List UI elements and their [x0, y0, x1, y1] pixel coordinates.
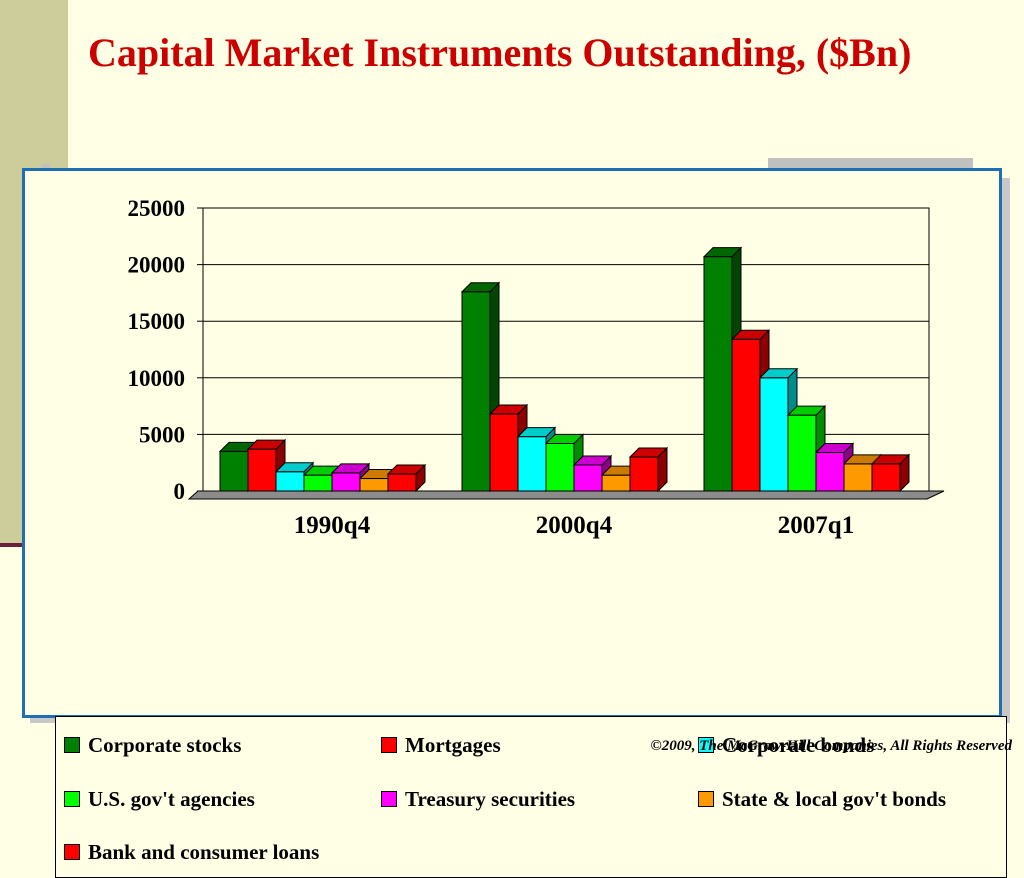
bar [843, 463, 873, 492]
bar-top [460, 282, 501, 293]
bar [815, 452, 845, 492]
legend-item: U.S. gov't agencies [64, 787, 255, 811]
slide-title: Capital Market Instruments Outstanding, … [88, 30, 912, 75]
bar-top [246, 439, 287, 450]
legend-label: Mortgages [405, 732, 501, 757]
bar [247, 448, 277, 492]
bar [759, 377, 789, 492]
bar-top [786, 405, 827, 416]
legend-swatch [381, 737, 397, 753]
legend-item: Mortgages [381, 733, 501, 757]
legend-item: Corporate bonds [698, 733, 874, 757]
chart-panel: 0 5000 10000 15000 20000 25000 1990q4 2000q4 200… [22, 168, 1007, 878]
bar-top [628, 447, 669, 458]
y-tick-label: 0 [174, 479, 186, 504]
bar [517, 436, 547, 492]
decorative-shadow-top [768, 158, 973, 170]
bar [219, 450, 249, 492]
legend-label: Bank and consumer loans [88, 839, 320, 864]
legend-item: Corporate stocks [64, 733, 241, 757]
bar-top [730, 329, 771, 340]
legend-label: State & local gov't bonds [722, 786, 947, 811]
bar-top [544, 433, 585, 444]
bar-top [386, 464, 427, 475]
y-tick-label: 5000 [139, 422, 185, 447]
legend-swatch [64, 737, 80, 753]
legend-swatch [698, 737, 714, 753]
x-tick-label: 2000q4 [536, 512, 613, 539]
bar-top [870, 454, 911, 465]
legend-swatch [64, 844, 80, 860]
legend-label: U.S. gov't agencies [88, 786, 255, 811]
bar [573, 464, 603, 492]
legend-swatch [381, 791, 397, 807]
legend-label: Corporate bonds [722, 732, 875, 757]
y-tick-label: 15000 [128, 309, 186, 334]
bar-top [572, 455, 613, 466]
bar-top [814, 443, 855, 454]
bar [629, 456, 659, 492]
legend-label: Treasury securities [405, 786, 576, 811]
legend-item: Treasury securities [381, 787, 575, 811]
y-tick-label: 10000 [128, 366, 186, 391]
bar-top [702, 247, 743, 258]
bar [545, 442, 575, 492]
bar [787, 414, 817, 492]
bar [703, 256, 733, 492]
legend-label: Corporate stocks [88, 732, 242, 757]
bar-top [488, 404, 529, 415]
bar [275, 471, 305, 492]
x-tick-label: 1990q4 [294, 512, 371, 539]
bar [871, 463, 901, 492]
bar [461, 291, 491, 492]
legend-swatch [698, 791, 714, 807]
chart-floor [187, 490, 945, 500]
y-tick-label: 20000 [128, 253, 186, 278]
bar [489, 413, 519, 492]
copyright-footer: ©2009, The McGraw-Hill Companies, All Ri… [650, 738, 1013, 754]
bar [387, 473, 417, 492]
legend-item: State & local gov't bonds [698, 787, 946, 811]
bar-top [758, 368, 799, 379]
bar [731, 338, 761, 492]
x-tick-label: 2007q1 [778, 512, 854, 539]
bar [331, 472, 361, 492]
legend-swatch [64, 791, 80, 807]
y-tick-label: 25000 [128, 196, 186, 221]
bar-top [330, 463, 371, 474]
bar-chart: 0 5000 10000 15000 20000 25000 1990q4 2000q4 200… [128, 196, 945, 539]
bar [359, 478, 389, 492]
bar [303, 474, 333, 492]
legend-item: Bank and consumer loans [64, 840, 319, 864]
bar-top [516, 427, 557, 438]
bar-top [274, 462, 315, 473]
bar [601, 474, 631, 492]
